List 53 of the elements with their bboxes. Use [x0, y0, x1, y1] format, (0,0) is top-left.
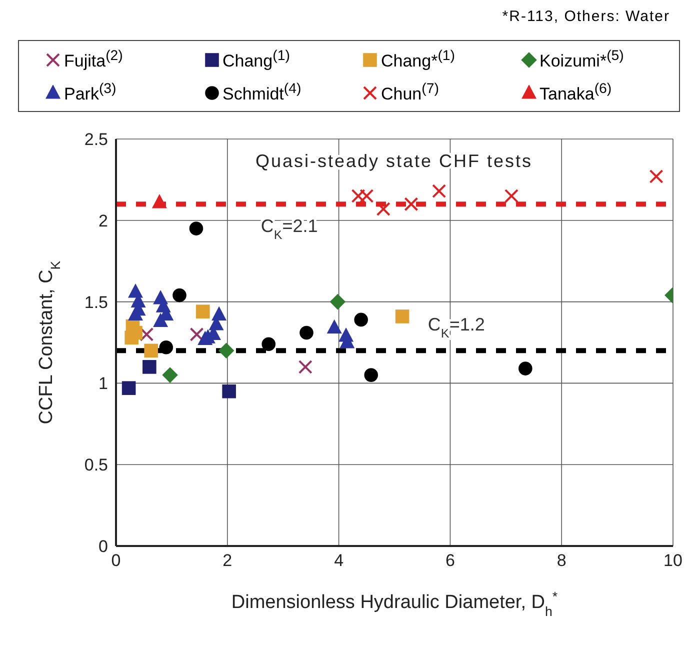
point — [432, 184, 446, 198]
legend-label: Chun$^{(7)}$ — [381, 80, 439, 104]
point — [190, 327, 204, 342]
point — [189, 222, 204, 236]
point — [518, 362, 532, 376]
point — [404, 197, 418, 212]
point — [218, 342, 234, 358]
point — [298, 360, 312, 374]
point — [142, 360, 156, 374]
point — [649, 169, 664, 184]
y-tick-label: 1.5 — [84, 292, 108, 312]
legend-label: Schmidt$^{(4)}$ — [222, 80, 302, 104]
x-tick-label: 10 — [664, 551, 682, 570]
point — [122, 381, 136, 395]
point — [262, 337, 276, 352]
point — [212, 307, 226, 321]
point — [198, 332, 212, 345]
y-tick-label: 0 — [98, 537, 108, 556]
x-tick-label: 0 — [111, 551, 121, 570]
legend-label: Chang$^{(1)}$ — [222, 48, 290, 72]
point — [144, 344, 158, 358]
point — [395, 310, 410, 324]
y-tick-label: 1 — [98, 374, 108, 394]
point — [327, 320, 342, 334]
text: *R-113, Others: Water — [502, 8, 670, 25]
legend-label: Fujita$^{(2)}$ — [64, 48, 123, 72]
point — [172, 288, 186, 302]
x-tick-label: 4 — [334, 551, 344, 570]
x-tick-label: 2 — [222, 551, 232, 570]
legend-label: Koizumi*$^{(5)}$ — [540, 48, 624, 72]
y-tick-label: 2 — [98, 211, 108, 230]
point — [222, 384, 236, 398]
point — [300, 326, 314, 340]
point — [154, 314, 168, 328]
ref-line-label: C$_{K}$=2.1 — [260, 216, 318, 242]
point — [354, 312, 368, 327]
point — [196, 304, 210, 318]
legend-label: Park$^{(3)}$ — [64, 80, 116, 104]
x-tick-label: 6 — [445, 551, 455, 570]
point — [376, 202, 390, 216]
legend-label: Tanaka$^{(6)}$ — [540, 80, 612, 104]
point — [159, 340, 174, 354]
point — [128, 307, 142, 321]
point — [330, 294, 346, 310]
legend-label: Chang*$^{(1)}$ — [381, 48, 456, 72]
point — [364, 368, 378, 382]
point — [140, 327, 154, 342]
point — [152, 194, 166, 208]
point — [162, 367, 178, 383]
x-tick-label: 8 — [556, 551, 566, 570]
y-tick-label: 2.5 — [84, 130, 108, 150]
point — [504, 188, 518, 203]
y-tick-label: 0.5 — [84, 456, 108, 475]
